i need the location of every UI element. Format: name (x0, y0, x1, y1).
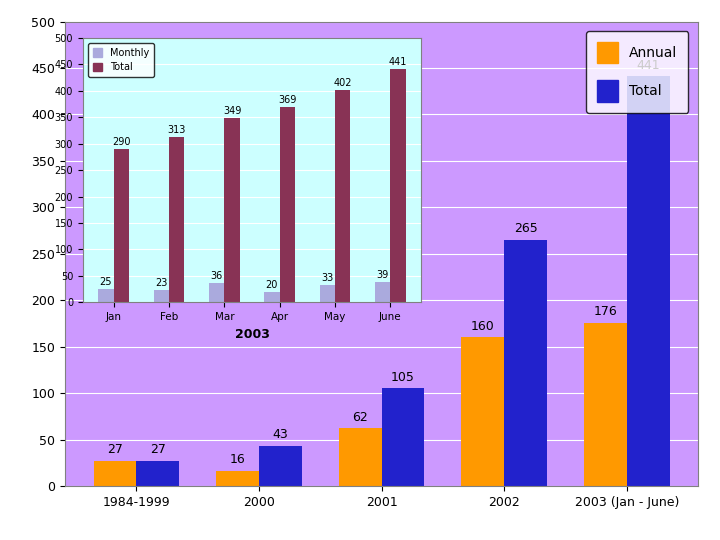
Text: 313: 313 (168, 125, 186, 134)
Bar (279, 107, 295, 302)
Bar (382, 388, 425, 486)
Bar (98, 289, 114, 302)
Text: 20: 20 (266, 280, 278, 289)
Bar (375, 282, 390, 302)
Bar (390, 69, 406, 302)
Text: 23: 23 (155, 278, 168, 288)
Text: 441: 441 (636, 59, 660, 72)
Legend: Annual, Total: Annual, Total (586, 31, 688, 113)
Text: 27: 27 (150, 443, 166, 456)
Text: 369: 369 (278, 95, 297, 105)
Bar (320, 285, 335, 302)
Bar (169, 137, 184, 302)
Text: 290: 290 (112, 137, 130, 147)
Bar (114, 149, 129, 302)
Text: 176: 176 (593, 305, 617, 318)
Text: 160: 160 (471, 320, 495, 333)
Text: 25: 25 (99, 277, 112, 287)
Bar (225, 118, 240, 302)
Text: 27: 27 (107, 443, 123, 456)
Bar (216, 471, 259, 486)
Text: 62: 62 (352, 411, 368, 424)
Text: 39: 39 (377, 269, 389, 280)
Bar (626, 76, 670, 486)
Bar (462, 338, 504, 486)
Text: 16: 16 (230, 454, 246, 467)
Bar (209, 284, 225, 302)
Text: 43: 43 (273, 428, 289, 441)
Text: 265: 265 (514, 222, 537, 235)
Bar (504, 240, 547, 486)
Bar (335, 90, 351, 302)
Bar (137, 461, 179, 486)
Text: 36: 36 (210, 271, 222, 281)
Legend: Monthly, Total: Monthly, Total (88, 43, 154, 77)
Text: 402: 402 (333, 78, 352, 87)
X-axis label: 2003: 2003 (235, 328, 269, 341)
Text: 33: 33 (321, 273, 333, 283)
Bar (153, 290, 169, 302)
Text: 349: 349 (223, 106, 241, 116)
Text: 105: 105 (391, 371, 415, 384)
Bar (259, 446, 302, 486)
Text: 441: 441 (389, 57, 408, 67)
Bar (94, 461, 137, 486)
Bar (584, 322, 626, 486)
Bar (338, 428, 382, 486)
Bar (264, 292, 279, 302)
